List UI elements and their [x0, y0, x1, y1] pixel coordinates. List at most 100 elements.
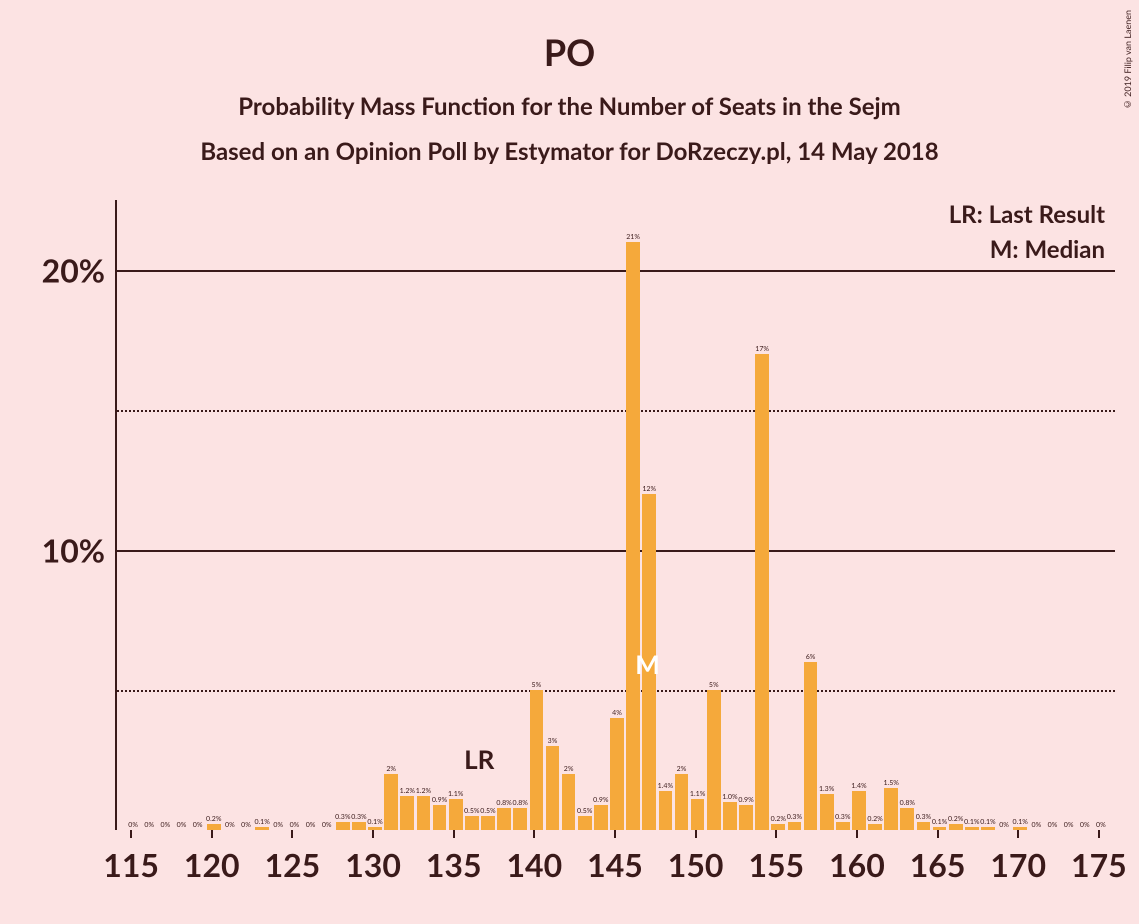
bar: 0.1%: [933, 200, 947, 830]
bar-value-label: 0%: [306, 821, 316, 829]
legend-lr: LR: Last Result: [949, 200, 1105, 229]
bar-value-label: 12%: [642, 485, 656, 493]
bar-value-label: 0.1%: [964, 818, 979, 826]
bar-value-label: 0.3%: [351, 813, 366, 821]
bar-value-label: 5%: [709, 681, 719, 689]
bar-value-label: 0.1%: [932, 818, 947, 826]
bar-value-label: 1.2%: [400, 787, 415, 795]
bar: 0.1%: [368, 200, 382, 830]
bar-rect: 1.0%: [723, 802, 737, 830]
x-tick-label: 135: [426, 845, 482, 884]
bar: 6%: [804, 200, 818, 830]
bar-value-label: 0.1%: [1013, 818, 1028, 826]
bar: 2%: [562, 200, 576, 830]
bar: 0.1%: [1013, 200, 1027, 830]
bar-value-label: 0.5%: [464, 807, 479, 815]
bar: 0.8%: [900, 200, 914, 830]
bar-rect: 0.3%: [917, 822, 931, 830]
bar-value-label: 0%: [161, 821, 171, 829]
bar-rect: 0.8%: [900, 808, 914, 830]
bar-rect: 17%: [755, 354, 769, 830]
bar-rect: 0.8%: [497, 808, 511, 830]
bar: 0%: [239, 200, 253, 830]
bar-rect: 6%: [804, 662, 818, 830]
bar-value-label: 0.8%: [496, 799, 511, 807]
bar: 17%: [755, 200, 769, 830]
bar-value-label: 0.1%: [254, 818, 269, 826]
bar: 0.2%: [771, 200, 785, 830]
bar: 0%: [159, 200, 173, 830]
bar-value-label: 0.9%: [432, 796, 447, 804]
bar-value-label: 21%: [626, 233, 640, 241]
y-tick-label: 20%: [42, 251, 105, 290]
last-result-marker: LR: [464, 743, 494, 775]
bar-rect: 1.1%: [691, 799, 705, 830]
median-marker: M: [635, 648, 660, 680]
bar-rect: 0.3%: [788, 822, 802, 830]
bar-value-label: 0.3%: [335, 813, 350, 821]
bar: 0%: [191, 200, 205, 830]
bar-value-label: 0.9%: [738, 796, 753, 804]
bar-value-label: 0%: [1032, 821, 1042, 829]
bar: 0.8%: [497, 200, 511, 830]
x-tick: [614, 830, 616, 838]
x-tick: [937, 830, 939, 838]
x-tick-label: 170: [990, 845, 1046, 884]
bar-rect: 5%: [530, 690, 544, 830]
bar: 1.3%: [820, 200, 834, 830]
x-tick-label: 115: [103, 845, 159, 884]
legend-m: M: Median: [949, 235, 1105, 264]
bar: 0.5%: [481, 200, 495, 830]
x-tick: [533, 830, 535, 838]
bar-value-label: 4%: [612, 709, 622, 717]
bar-value-label: 0.2%: [771, 815, 786, 823]
bar: 0.5%: [578, 200, 592, 830]
bar: 1.4%: [852, 200, 866, 830]
chart-subtitle-1: Probability Mass Function for the Number…: [0, 92, 1139, 121]
bar-value-label: 1.1%: [448, 790, 463, 798]
bar: 0%: [1062, 200, 1076, 830]
bar-value-label: 0%: [322, 821, 332, 829]
bar-value-label: 1.1%: [690, 790, 705, 798]
bar: 0.9%: [594, 200, 608, 830]
x-tick: [211, 830, 213, 838]
bar-value-label: 0%: [1048, 821, 1058, 829]
bar-value-label: 0%: [1096, 821, 1106, 829]
bar-rect: 0.9%: [433, 805, 447, 830]
bar-value-label: 0.3%: [787, 813, 802, 821]
bar: 0.3%: [917, 200, 931, 830]
chart-title: PO: [0, 30, 1139, 74]
bar: 0.9%: [739, 200, 753, 830]
bar: 1.2%: [417, 200, 431, 830]
x-axis: 115120125130135140145150155160165170175: [115, 830, 1115, 890]
bar: 12%: [642, 200, 656, 830]
bar-rect: 2%: [384, 774, 398, 830]
bar-value-label: 0%: [1080, 821, 1090, 829]
bar-value-label: 0%: [1064, 821, 1074, 829]
bar-rect: 0.5%: [481, 816, 495, 830]
bar-rect: 1.2%: [400, 796, 414, 830]
bar-rect: 1.4%: [659, 791, 673, 830]
x-tick: [775, 830, 777, 838]
x-tick: [695, 830, 697, 838]
bar: 0.5%: [465, 200, 479, 830]
bar: 2%: [675, 200, 689, 830]
x-tick: [1017, 830, 1019, 838]
bar: 2%: [384, 200, 398, 830]
x-tick-label: 130: [345, 845, 401, 884]
bar: 1.1%: [449, 200, 463, 830]
plot-area: 0%0%0%0%0%0.2%0%0%0.1%0%0%0%0%0.3%0.3%0.…: [115, 200, 1115, 830]
bar-value-label: 3%: [548, 737, 558, 745]
bar-value-label: 1.4%: [658, 782, 673, 790]
bar-value-label: 0%: [225, 821, 235, 829]
bar: 0%: [1078, 200, 1092, 830]
x-tick-label: 140: [507, 845, 563, 884]
bar: 0.9%: [433, 200, 447, 830]
bar: 0%: [1094, 200, 1108, 830]
x-tick-label: 165: [910, 845, 966, 884]
bar-rect: 0.8%: [513, 808, 527, 830]
bar-value-label: 0%: [999, 821, 1009, 829]
bar: 5%: [707, 200, 721, 830]
bar-value-label: 0%: [273, 821, 283, 829]
x-tick-label: 155: [748, 845, 804, 884]
